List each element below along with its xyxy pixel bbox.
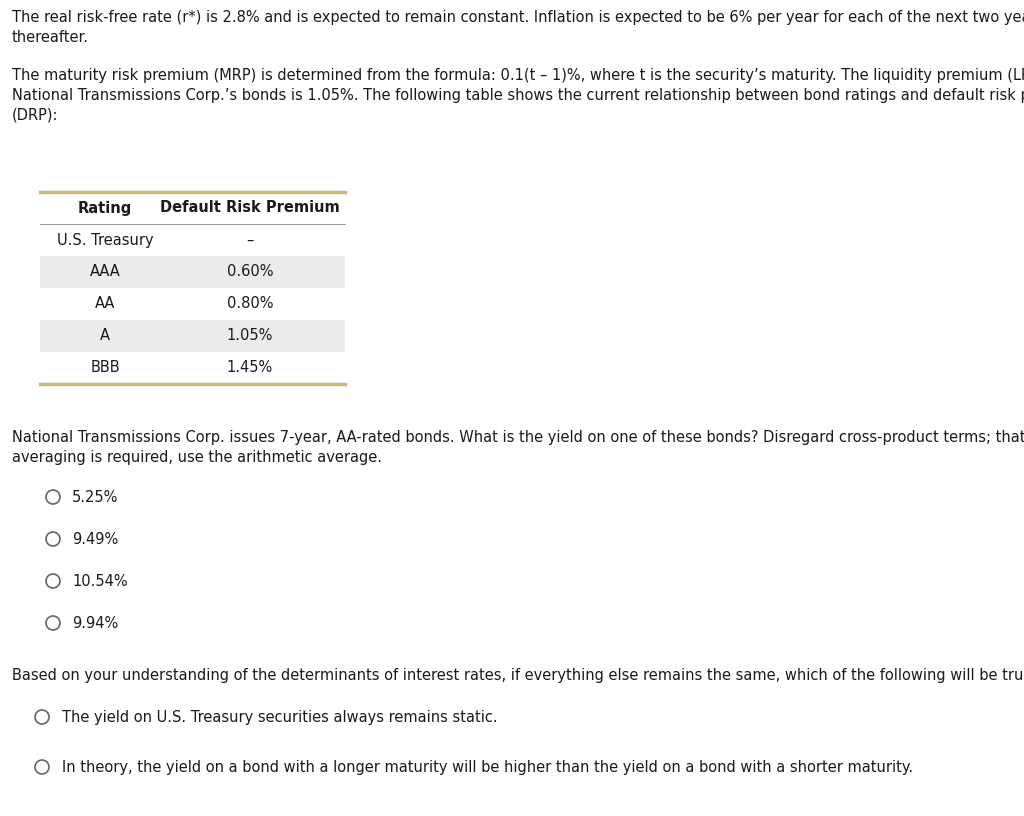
Text: 0.80%: 0.80%: [226, 296, 273, 312]
Text: The real risk-free rate (r*) is 2.8% and is expected to remain constant. Inflati: The real risk-free rate (r*) is 2.8% and…: [12, 10, 1024, 25]
Text: BBB: BBB: [90, 361, 120, 375]
Text: 9.49%: 9.49%: [72, 532, 118, 547]
Text: 1.45%: 1.45%: [227, 361, 273, 375]
Text: U.S. Treasury: U.S. Treasury: [56, 233, 154, 247]
Text: AA: AA: [95, 296, 115, 312]
Text: averaging is required, use the arithmetic average.: averaging is required, use the arithmeti…: [12, 450, 382, 465]
Text: Rating: Rating: [78, 201, 132, 215]
Text: (DRP):: (DRP):: [12, 108, 58, 123]
Text: 9.94%: 9.94%: [72, 616, 118, 631]
Text: 1.05%: 1.05%: [226, 329, 273, 344]
Text: Based on your understanding of the determinants of interest rates, if everything: Based on your understanding of the deter…: [12, 668, 1024, 683]
Text: 0.60%: 0.60%: [226, 264, 273, 280]
Text: AAA: AAA: [90, 264, 121, 280]
Text: The maturity risk premium (MRP) is determined from the formula: 0.1(t – 1)%, whe: The maturity risk premium (MRP) is deter…: [12, 68, 1024, 83]
Text: Default Risk Premium: Default Risk Premium: [160, 201, 340, 215]
Text: National Transmissions Corp. issues 7-year, AA-rated bonds. What is the yield on: National Transmissions Corp. issues 7-ye…: [12, 430, 1024, 445]
Text: In theory, the yield on a bond with a longer maturity will be higher than the yi: In theory, the yield on a bond with a lo…: [62, 760, 913, 775]
Text: 10.54%: 10.54%: [72, 574, 128, 589]
Text: 5.25%: 5.25%: [72, 490, 119, 505]
Text: The yield on U.S. Treasury securities always remains static.: The yield on U.S. Treasury securities al…: [62, 710, 498, 725]
Text: A: A: [100, 329, 110, 344]
Text: National Transmissions Corp.’s bonds is 1.05%. The following table shows the cur: National Transmissions Corp.’s bonds is …: [12, 88, 1024, 103]
Text: thereafter.: thereafter.: [12, 30, 89, 45]
Text: –: –: [247, 233, 254, 247]
